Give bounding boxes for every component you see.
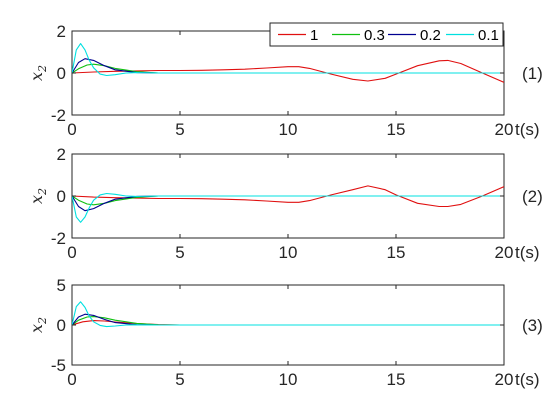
y-axis-label-sub: 2 [36,188,49,196]
x-tick-label: 5 [175,243,184,262]
y-tick-label: 5 [57,276,66,295]
panel-label: (1) [522,64,543,83]
y-tick-label: 2 [57,22,66,41]
y-axis-label: x2 [27,65,49,81]
series-line-0.1 [72,192,504,223]
y-tick-label: -2 [51,229,66,248]
y-axis-label-var: x [27,72,46,81]
panel-label: (2) [522,187,543,206]
series-line-1 [72,59,504,83]
legend-label: 0.1 [478,27,499,44]
x-tick-label: 15 [387,370,406,389]
x-tick-label: 20 [495,120,514,139]
x-tick-label: 10 [279,120,298,139]
y-axis-label: x2 [27,188,49,204]
x-tick-label: 5 [175,370,184,389]
legend: 1 0.3 0.2 0.1 [269,22,504,47]
x-tick-label: 15 [387,120,406,139]
x-tick-label: 0 [67,120,76,139]
x-tick-label: 5 [175,120,184,139]
y-tick-label: 0 [57,316,66,335]
x-tick-label: 10 [279,243,298,262]
y-tick-label: -2 [51,106,66,125]
series-line-0.1 [72,301,504,328]
x-tick-label: 10 [279,370,298,389]
x-axis-label: t(s) [515,243,540,262]
y-tick-label: 0 [57,187,66,206]
legend-label: 0.3 [364,27,385,44]
series-line-1 [72,185,504,208]
x-axis-label: t(s) [515,120,540,139]
x-tick-label: 15 [387,243,406,262]
y-axis-label-var: x [27,324,46,333]
series-group [72,301,504,328]
legend-label: 0.2 [420,27,441,44]
y-tick-label: -5 [51,356,66,375]
series-group [72,185,504,223]
y-tick-label: 2 [57,145,66,164]
panel-label: (3) [522,316,543,335]
x-tick-label: 20 [495,243,514,262]
y-axis-label: x2 [27,317,49,333]
x-tick-label: 0 [67,370,76,389]
y-axis-label-sub: 2 [36,317,49,325]
x-axis-label: t(s) [515,370,540,389]
x-tick-label: 20 [495,370,514,389]
x-tick-label: 0 [67,243,76,262]
legend-box [269,22,504,47]
y-axis-label-var: x [27,195,46,204]
y-tick-label: 0 [57,64,66,83]
series-line-0.1 [72,43,504,77]
y-axis-label-sub: 2 [36,65,49,73]
legend-label: 1 [310,27,318,44]
series-group [72,43,504,83]
